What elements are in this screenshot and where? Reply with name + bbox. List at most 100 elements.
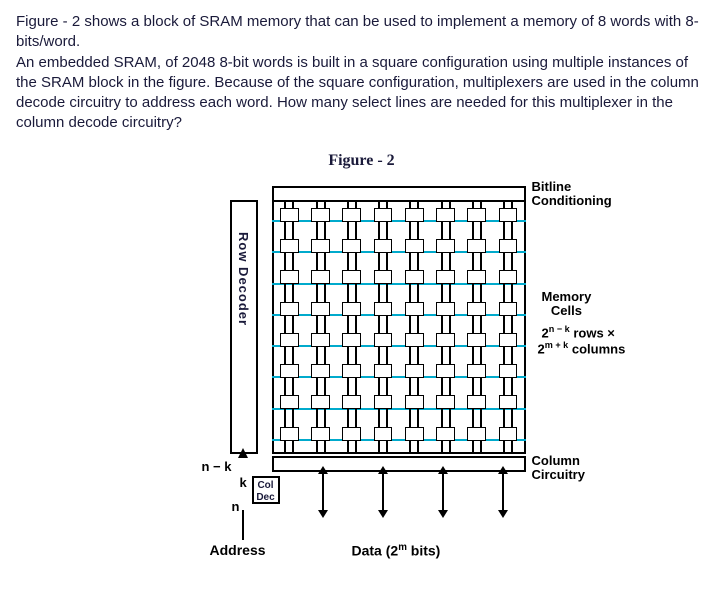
memory-cell-box: [280, 333, 299, 347]
memory-cell-box: [499, 302, 518, 316]
memory-cell: [274, 233, 305, 264]
memory-cell: [305, 295, 336, 326]
memory-cell: [367, 295, 398, 326]
memory-cell-box: [436, 239, 455, 253]
memory-cell: [399, 389, 430, 420]
memory-cell-box: [280, 208, 299, 222]
column-circuitry-bar: [272, 456, 526, 472]
memory-cell: [492, 295, 523, 326]
memory-cell-box: [405, 270, 424, 284]
memory-cell: [399, 420, 430, 451]
memory-cell-box: [374, 208, 393, 222]
data-arrow-3: [442, 472, 444, 512]
memory-cell: [399, 233, 430, 264]
memory-cell-box: [499, 333, 518, 347]
memory-cell-box: [280, 364, 299, 378]
memory-cell: [274, 295, 305, 326]
memory-cell-box: [374, 302, 393, 316]
memory-cell: [492, 358, 523, 389]
memory-cell-box: [280, 239, 299, 253]
memory-cell-box: [499, 208, 518, 222]
memory-cell-box: [405, 364, 424, 378]
memory-cell: [492, 389, 523, 420]
memory-cell-box: [311, 364, 330, 378]
memory-cell: [492, 233, 523, 264]
memory-cell-box: [342, 333, 361, 347]
memory-cell-box: [342, 270, 361, 284]
memory-cell: [305, 264, 336, 295]
memory-cell: [399, 264, 430, 295]
label-column-circuitry: ColumnCircuitry: [532, 454, 585, 484]
question-text: Figure - 2 shows a block of SRAM memory …: [16, 12, 707, 134]
memory-cell: [461, 202, 492, 233]
memory-cell-box: [436, 364, 455, 378]
memory-cell: [492, 420, 523, 451]
label-data: Data (2m bits): [352, 542, 441, 559]
memory-cell: [274, 420, 305, 451]
memory-cell-box: [280, 302, 299, 316]
data-arrow-1: [322, 472, 324, 512]
memory-cell-box: [280, 427, 299, 441]
memory-cell: [461, 233, 492, 264]
memory-cell: [430, 264, 461, 295]
memory-cell-box: [467, 270, 486, 284]
memory-cell: [461, 420, 492, 451]
address-arrow-icon: [238, 448, 248, 458]
memory-cell-box: [342, 208, 361, 222]
memory-cell: [430, 295, 461, 326]
memory-cell-box: [342, 364, 361, 378]
memory-cell: [336, 202, 367, 233]
memory-cell: [274, 327, 305, 358]
label-bitline-conditioning: BitlineConditioning: [532, 180, 612, 210]
memory-cell-box: [374, 395, 393, 409]
memory-cell: [367, 358, 398, 389]
memory-cell-box: [374, 239, 393, 253]
figure-caption: Figure - 2: [16, 152, 707, 170]
label-rows-expr: 2n − k rows ×: [542, 324, 615, 341]
memory-cell: [399, 295, 430, 326]
column-decoder-label: ColDec: [256, 480, 274, 503]
memory-cell: [336, 389, 367, 420]
memory-cell: [305, 327, 336, 358]
memory-cell-box: [374, 270, 393, 284]
memory-cell-box: [467, 302, 486, 316]
memory-cell: [492, 327, 523, 358]
question-p1: Figure - 2 shows a block of SRAM memory …: [16, 13, 699, 50]
label-n: n: [232, 500, 240, 515]
memory-cell-box: [342, 427, 361, 441]
memory-cell-box: [374, 427, 393, 441]
memory-cell-box: [311, 270, 330, 284]
memory-cell-box: [499, 364, 518, 378]
memory-cell: [492, 202, 523, 233]
memory-cell: [461, 264, 492, 295]
memory-cell-box: [405, 208, 424, 222]
memory-cell-box: [342, 395, 361, 409]
memory-cell-box: [311, 427, 330, 441]
memory-cell: [336, 327, 367, 358]
data-arrow-4: [502, 472, 504, 512]
memory-cell-box: [499, 395, 518, 409]
memory-cell-box: [436, 333, 455, 347]
memory-cell: [305, 389, 336, 420]
memory-cell: [274, 358, 305, 389]
memory-cell-box: [499, 427, 518, 441]
question-p2: An embedded SRAM, of 2048 8-bit words is…: [16, 54, 699, 132]
memory-cell-box: [405, 333, 424, 347]
memory-cell-box: [436, 302, 455, 316]
memory-cell-box: [280, 270, 299, 284]
label-cols-expr: 2m + k columns: [538, 340, 626, 357]
memory-cell-box: [311, 395, 330, 409]
memory-cell-box: [342, 239, 361, 253]
memory-cell: [430, 420, 461, 451]
memory-cell-box: [405, 427, 424, 441]
memory-cell: [336, 420, 367, 451]
memory-cell-box: [405, 302, 424, 316]
memory-cell-box: [374, 364, 393, 378]
memory-cell: [461, 327, 492, 358]
memory-cell: [367, 327, 398, 358]
memory-cell-box: [467, 395, 486, 409]
memory-cell-box: [467, 239, 486, 253]
cell-grid: [274, 202, 524, 452]
column-decoder-block: ColDec: [252, 476, 280, 504]
memory-cell: [430, 233, 461, 264]
